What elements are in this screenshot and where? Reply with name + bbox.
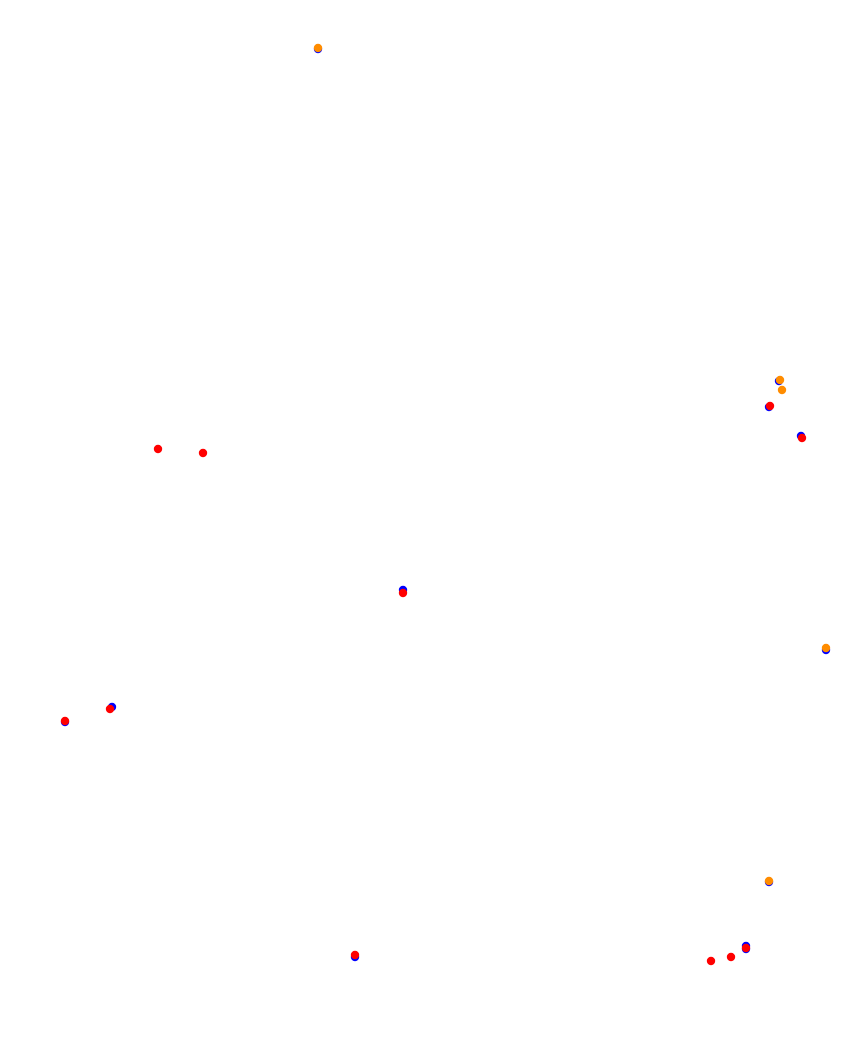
red-point <box>105 704 115 714</box>
red-point <box>398 588 408 598</box>
red-point <box>350 950 360 960</box>
red-point <box>706 956 716 966</box>
orange-point <box>313 43 323 53</box>
red-point <box>741 943 751 953</box>
red-point <box>765 401 775 411</box>
red-point <box>60 716 70 726</box>
orange-point <box>821 643 831 653</box>
red-point <box>797 433 807 443</box>
orange-point <box>775 375 785 385</box>
orange-point <box>764 876 774 886</box>
orange-point <box>777 385 787 395</box>
red-point <box>198 448 208 458</box>
red-point <box>153 444 163 454</box>
red-point <box>726 952 736 962</box>
